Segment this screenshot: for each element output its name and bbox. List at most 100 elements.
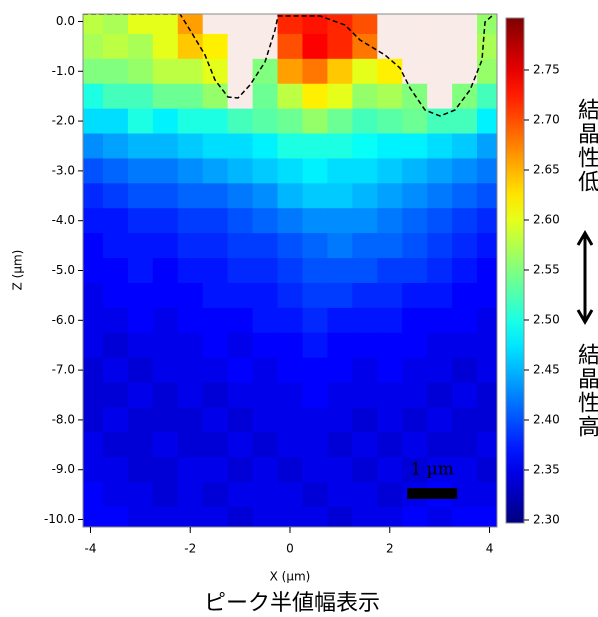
cell: [427, 183, 453, 209]
cell: [152, 432, 179, 458]
cell: [302, 133, 328, 159]
cell: [227, 208, 254, 234]
colorbar-tick-label: 2.45: [533, 363, 560, 377]
cell: [83, 14, 104, 35]
cell: [477, 233, 497, 259]
cell: [302, 507, 328, 527]
cell: [402, 133, 428, 159]
cell: [352, 482, 378, 508]
cell: [402, 258, 428, 284]
cell: [302, 282, 328, 309]
colorbar-tick-label: 2.30: [533, 513, 560, 527]
cell: [83, 482, 104, 508]
cell: [452, 382, 478, 408]
cell: [252, 208, 279, 234]
cell: [102, 457, 129, 483]
cell: [352, 258, 378, 284]
cell: [477, 208, 497, 234]
cell: [152, 208, 179, 234]
colorbar-tick-label: 2.50: [533, 313, 560, 327]
cell: [227, 83, 254, 110]
cell: [327, 457, 353, 483]
cell: [177, 58, 204, 85]
cell: [302, 258, 328, 284]
cell: [152, 507, 179, 527]
cell: [402, 332, 428, 359]
cell: [83, 507, 104, 527]
cell: [452, 58, 478, 85]
cell: [252, 33, 279, 60]
cell: [202, 208, 229, 234]
cell: [252, 258, 279, 284]
cell: [177, 432, 204, 458]
cell: [227, 108, 254, 135]
cell: [377, 208, 403, 234]
cell: [352, 282, 378, 309]
cell: [152, 382, 179, 408]
y-tick-label: -4.0: [52, 213, 75, 227]
cell: [277, 307, 303, 334]
cell: [352, 208, 378, 234]
cell: [177, 482, 204, 508]
cell: [83, 33, 104, 60]
cell: [102, 282, 129, 309]
cell: [252, 332, 279, 359]
cell: [302, 208, 328, 234]
cell: [427, 457, 453, 483]
cell: [252, 507, 279, 527]
cell: [227, 482, 254, 508]
cell: [377, 357, 403, 384]
cell: [127, 158, 154, 184]
cell: [152, 33, 179, 60]
cell: [477, 482, 497, 508]
cell: [227, 307, 254, 334]
arrow: [576, 230, 594, 325]
cell: [427, 382, 453, 408]
cell: [202, 407, 229, 433]
cell: [377, 307, 403, 334]
y-tick-label: -5.0: [52, 263, 75, 277]
cell: [127, 457, 154, 483]
cell: [227, 407, 254, 433]
cell: [327, 58, 353, 85]
cell: [352, 382, 378, 408]
cell: [327, 382, 353, 408]
cell: [302, 58, 328, 85]
y-tick-label: 0.0: [56, 14, 75, 28]
cell: [83, 108, 104, 135]
cell: [327, 133, 353, 159]
cell: [277, 507, 303, 527]
cell: [127, 507, 154, 527]
cell: [277, 233, 303, 259]
cell: [227, 432, 254, 458]
colorbar-tick-label: 2.35: [533, 463, 560, 477]
colorbar-tick-label: 2.65: [533, 163, 560, 177]
cell: [252, 133, 279, 159]
cell: [152, 407, 179, 433]
cell: [177, 357, 204, 384]
cell: [202, 282, 229, 309]
cell: [327, 183, 353, 209]
cell: [127, 58, 154, 85]
cell: [477, 33, 497, 60]
y-tick-label: -3.0: [52, 163, 75, 177]
cell: [202, 432, 229, 458]
cell: [377, 83, 403, 110]
cell: [152, 332, 179, 359]
cell: [252, 482, 279, 508]
cell: [452, 332, 478, 359]
cell: [152, 58, 179, 85]
label-low: 結晶性低: [574, 98, 598, 194]
cell: [302, 457, 328, 483]
cell: [327, 357, 353, 384]
cell: [152, 258, 179, 284]
cell: [252, 233, 279, 259]
cell: [402, 33, 428, 60]
cell: [227, 457, 254, 483]
cell: [352, 58, 378, 85]
cell: [252, 307, 279, 334]
cell: [477, 307, 497, 334]
cell: [377, 332, 403, 359]
cell: [202, 258, 229, 284]
cell: [83, 133, 104, 159]
